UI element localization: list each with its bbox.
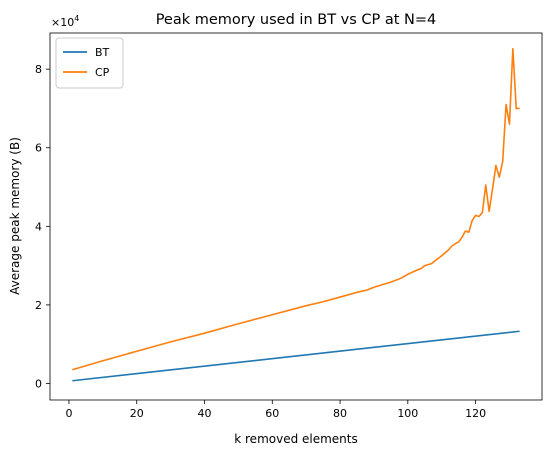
x-tick-label: 0 <box>65 407 72 420</box>
plot-area <box>49 32 543 401</box>
series-line-bt <box>72 330 520 382</box>
x-tick-label: 80 <box>333 407 347 420</box>
y-tick-label: 6 <box>35 142 42 155</box>
x-tick-label: 60 <box>265 407 279 420</box>
chart-title: Peak memory used in BT vs CP at N=4 <box>156 12 437 28</box>
y-tick-label: 0 <box>35 377 42 390</box>
x-tick-label: 20 <box>130 407 144 420</box>
y-axis-ticks: 0 2 4 6 8 <box>35 63 50 390</box>
legend-label-bt: BT <box>95 46 110 59</box>
x-axis-ticks: 0 20 40 60 80 100 120 <box>65 400 486 420</box>
y-tick-label: 2 <box>35 299 42 312</box>
series-line-cp <box>72 47 520 371</box>
legend: BT CP <box>55 37 124 89</box>
y-multiplier-base: ×10 <box>51 16 74 29</box>
svg-text:×104: ×104 <box>51 14 79 29</box>
plot-frame <box>49 32 543 401</box>
y-multiplier-exponent: 4 <box>74 14 79 23</box>
y-multiplier: ×104 <box>51 14 79 29</box>
x-axis-label: k removed elements <box>234 432 358 446</box>
x-tick-label: 40 <box>198 407 212 420</box>
y-tick-label: 4 <box>35 220 42 233</box>
x-tick-label: 120 <box>465 407 486 420</box>
legend-box <box>55 37 124 89</box>
x-tick-label: 100 <box>397 407 418 420</box>
series-group <box>72 47 520 382</box>
y-tick-label: 8 <box>35 63 42 76</box>
y-axis-label: Average peak memory (B) <box>8 137 22 295</box>
legend-label-cp: CP <box>95 66 110 79</box>
